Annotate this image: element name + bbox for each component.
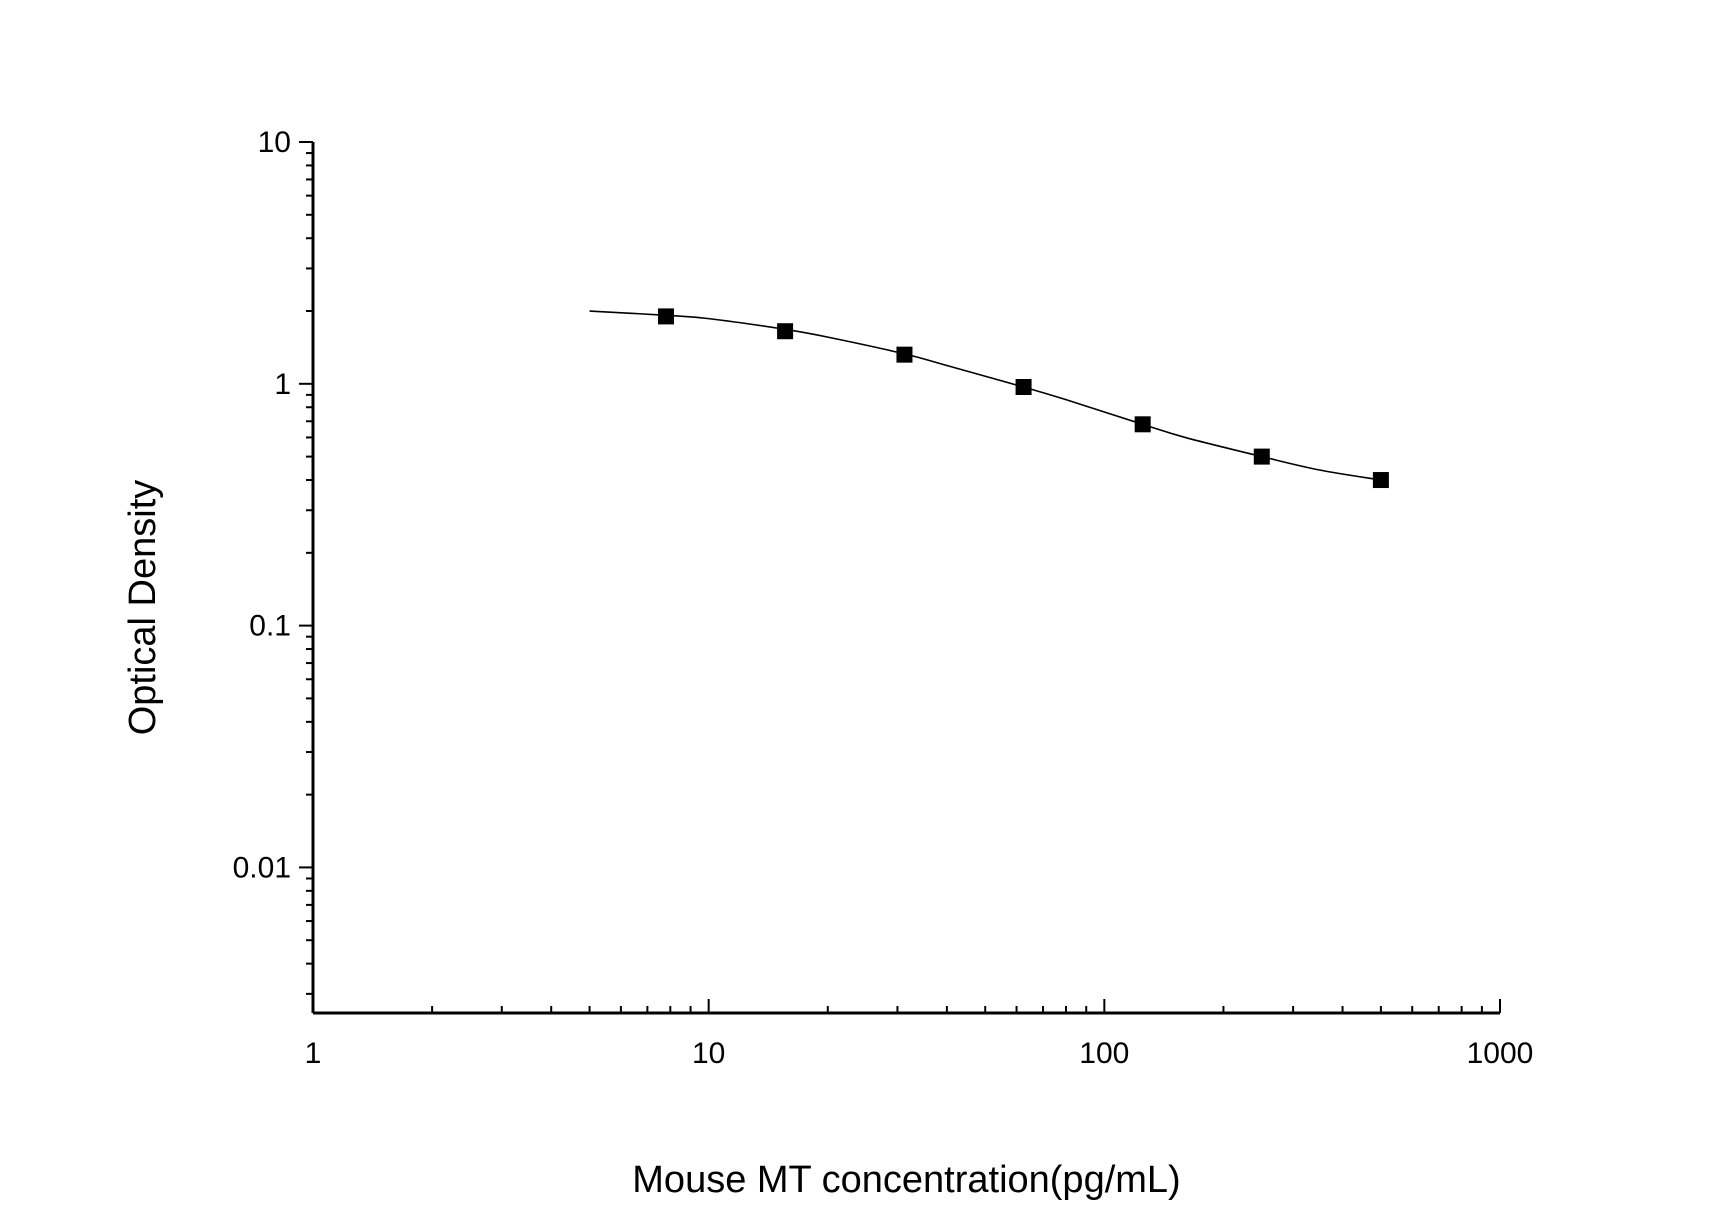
- y-tick-label: 0.1: [249, 610, 291, 643]
- y-axis-title: Optical Density: [122, 480, 164, 736]
- fit-curve: [589, 310, 1382, 481]
- y-tick-label: 10: [258, 126, 291, 159]
- data-point: [1253, 448, 1270, 465]
- x-tick-label: 1: [305, 1037, 322, 1070]
- data-point: [657, 308, 674, 325]
- fit-curve-group: [589, 310, 1382, 481]
- data-point: [1134, 416, 1151, 433]
- x-axis-title: Mouse MT concentration(pg/mL): [632, 1159, 1180, 1201]
- x-tick-label: 10: [692, 1037, 725, 1070]
- y-tick-label: 0.01: [233, 851, 291, 884]
- axes: 1 10 100 1000 0.01 0.1 1 10: [233, 126, 1534, 1070]
- data-point: [896, 346, 913, 363]
- data-points: [657, 308, 1389, 489]
- x-tick-label: 100: [1079, 1037, 1129, 1070]
- y-tick-label: 1: [274, 368, 291, 401]
- data-point: [1015, 379, 1032, 396]
- data-point: [1372, 472, 1389, 489]
- data-point: [777, 323, 794, 340]
- x-tick-label: 1000: [1467, 1037, 1534, 1070]
